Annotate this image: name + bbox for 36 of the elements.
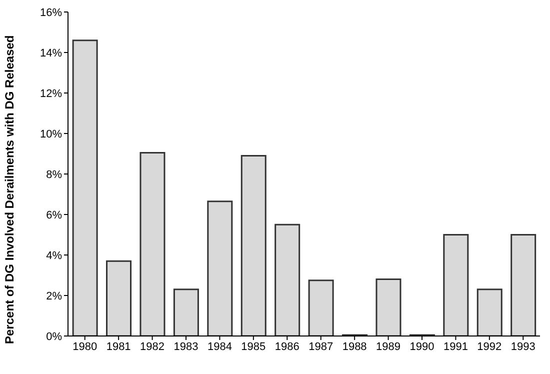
- x-tick-label: 1989: [376, 340, 401, 353]
- bar: [376, 278, 402, 336]
- y-tick-label: 16%: [40, 6, 62, 19]
- x-tick-label: 1991: [443, 340, 468, 353]
- bar: [510, 234, 536, 336]
- x-tick-label: 1985: [241, 340, 266, 353]
- x-tick-label: 1988: [342, 340, 367, 353]
- x-tick-label: 1990: [410, 340, 434, 353]
- bar: [443, 234, 469, 336]
- x-tick-label: 1982: [140, 340, 165, 353]
- y-tick-label: 10%: [40, 128, 62, 140]
- bar: [308, 280, 334, 336]
- bar: [274, 224, 300, 336]
- bar: [476, 288, 502, 336]
- x-tick-label: 1986: [274, 340, 300, 353]
- y-tick-label: 12%: [40, 88, 62, 100]
- x-tick-label: 1980: [72, 340, 98, 353]
- bar: [140, 152, 166, 336]
- bar: [72, 40, 98, 336]
- x-tick-label: 1981: [106, 340, 131, 353]
- y-tick-label: 4%: [46, 250, 62, 262]
- x-tick-label: 1993: [510, 340, 536, 353]
- y-tick-label: 14%: [40, 47, 62, 60]
- x-tick-label: 1987: [308, 340, 334, 353]
- x-tick-label: 1984: [207, 340, 232, 353]
- y-tick-label: 2%: [46, 290, 62, 302]
- bar: [106, 260, 132, 336]
- y-tick-label: 6%: [46, 209, 62, 222]
- bar: [240, 155, 266, 336]
- x-tick-label: 1992: [477, 340, 502, 353]
- bar: [173, 288, 199, 336]
- y-axis-title: Percent of DG Involved Derailments with DG Released: [2, 35, 16, 344]
- y-tick-label: 0%: [46, 330, 62, 343]
- y-tick-label: 8%: [46, 168, 62, 181]
- x-tick-label: 1983: [174, 340, 198, 353]
- bar: [207, 200, 233, 336]
